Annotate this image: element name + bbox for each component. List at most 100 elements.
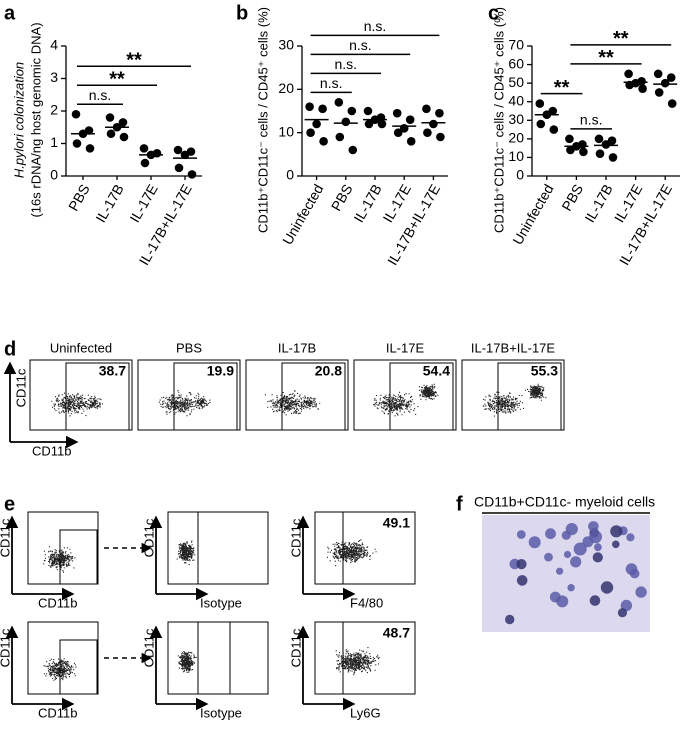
axis-label: F4/80 [350,595,383,610]
x-tick-label: Uninfected [509,181,556,247]
stained-cell [617,608,628,618]
event-dots [43,546,76,573]
axis-label: Isotype [200,595,242,610]
y-tick-label: 0 [50,167,58,183]
data-point [364,119,374,129]
event-dots [300,395,321,410]
data-point [436,132,445,142]
event-dots [418,383,439,401]
significance-label: n.s. [364,18,387,34]
plot-frame [167,621,269,695]
data-point [318,104,327,114]
axis-label: CD11b [38,705,78,720]
data-point [608,153,618,162]
data-point [660,78,670,88]
data-point [638,84,647,94]
stained-cell [556,595,569,608]
stained-cell [544,552,553,562]
data-point [119,132,129,142]
plot-frame [27,621,99,695]
gate-percent: 49.1 [383,515,410,531]
plot-frame [27,511,99,585]
stained-cell [516,559,527,570]
x-tick-label: IL-17B [581,181,615,225]
axis-label: CD11c [141,518,156,557]
data-point [405,115,415,124]
data-point [139,144,149,153]
y-axis-label: CD11b⁺CD11c⁻ cells / CD45⁺ cells (%) [255,7,270,233]
gate [59,639,98,695]
data-point [174,163,184,173]
stained-cell [516,575,528,586]
y-tick-label: 30 [278,37,294,53]
event-dots [373,391,419,417]
plot-title: Uninfected [50,340,112,355]
event-dots [264,390,309,416]
stained-cell [592,552,603,563]
y-axis-label: H.pylori colonization [11,62,26,178]
data-point [423,128,432,137]
data-point [654,88,664,97]
data-point [173,145,183,155]
stained-cell [567,584,575,592]
stained-cell [600,581,614,594]
stained-cell [516,530,526,539]
data-point [140,158,150,168]
stained-cell [563,550,572,559]
stained-cell [635,586,647,598]
x-tick-label: IL-17E [126,181,160,225]
event-dots [326,539,377,567]
gate [173,362,238,431]
data-point [305,102,314,111]
event-dots [176,540,196,566]
stained-cell [594,543,602,552]
data-point [118,118,128,127]
significance-label: n.s. [320,75,343,91]
significance-label: ** [126,50,142,72]
axis-label: Ly6G [350,705,381,720]
stained-cell [589,530,602,544]
data-point [334,98,344,107]
stained-cell [505,614,515,625]
stained-cell [565,523,578,536]
event-dots [51,392,96,417]
gate [497,362,562,431]
event-dots [83,394,103,409]
y-tick-label: 4 [50,37,58,53]
gate [389,362,454,431]
data-point [667,99,677,108]
plot-title: IL-17B [278,340,316,355]
axis-label: CD11c [0,518,12,557]
plot-frame [314,621,416,695]
data-point [347,106,357,116]
significance-label: ** [613,28,629,50]
data-point [566,145,575,155]
stained-cell [556,567,564,575]
data-point [422,104,431,114]
stained-cell [589,595,601,606]
panel-letter: a [4,2,16,24]
axis-label: Isotype [200,705,242,720]
axis-label: CD11c [13,368,28,407]
y-tick-label: 0 [516,167,524,183]
stained-cell [528,536,541,549]
data-point [549,125,559,134]
micrograph-title: CD11b+CD11c- myeloid cells [474,494,655,510]
axis-label: CD11b [32,443,72,458]
significance-label: ** [109,69,125,91]
x-tick-label: IL-17B [350,181,384,225]
data-point [72,139,82,148]
event-dots [158,390,204,417]
data-point [435,108,444,118]
y-axis-label: CD11b⁺CD11c⁻ cells / CD45⁺ cells (%) [491,7,506,233]
gate-percent: 54.4 [423,363,450,379]
axis-label: CD11b [38,595,78,610]
x-tick-label: Uninfected [279,181,326,247]
x-tick-label: PBS [558,181,586,213]
panel-letter: c [488,2,499,24]
stained-cell [626,533,635,542]
data-point [341,117,351,127]
data-point [601,140,611,149]
data-point [653,69,663,79]
y-tick-label: 40 [508,92,524,108]
